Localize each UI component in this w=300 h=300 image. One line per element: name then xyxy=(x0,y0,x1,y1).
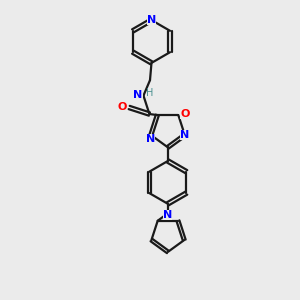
Text: N: N xyxy=(147,15,156,25)
Text: N: N xyxy=(180,130,189,140)
Text: O: O xyxy=(180,109,190,118)
Text: N: N xyxy=(163,210,172,220)
Text: H: H xyxy=(146,88,154,98)
Text: N: N xyxy=(134,90,143,100)
Text: N: N xyxy=(146,134,155,144)
Text: O: O xyxy=(118,103,127,112)
